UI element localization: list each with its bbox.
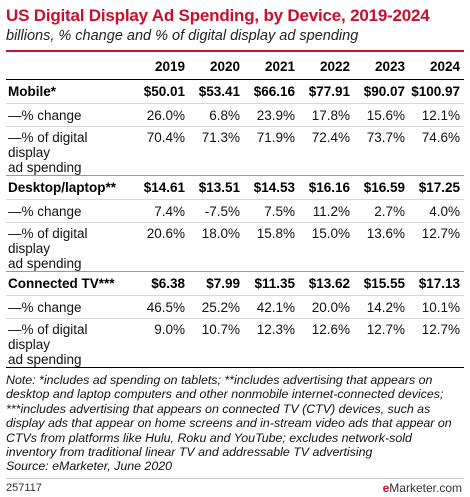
row-label: —% of digital display ad spending — [6, 126, 134, 176]
column-header: 2019 — [134, 52, 189, 80]
row-label-line: ad spending — [8, 160, 82, 175]
row-label-line: —% of digital display — [8, 322, 88, 352]
table-cell: 18.0% — [189, 222, 244, 272]
row-label: —% change — [6, 295, 134, 319]
table-cell: $14.61 — [134, 175, 189, 200]
row-label: —% of digital display ad spending — [6, 222, 134, 272]
table-cell: 12.7% — [409, 318, 464, 367]
table-cell: 46.5% — [134, 295, 189, 319]
table-row: Desktop/laptop** $14.61 $13.51 $14.53 $16.16… — [6, 175, 464, 200]
table-cell: 10.7% — [189, 318, 244, 367]
table-cell: 15.8% — [244, 222, 299, 272]
table-row: Connected TV*** $6.38 $7.99 $11.35 $13.62 $15… — [6, 271, 464, 296]
table-cell: 2.7% — [354, 199, 409, 223]
table-cell: -7.5% — [189, 199, 244, 223]
row-label-line: ad spending — [8, 256, 82, 271]
table-cell: $16.16 — [299, 175, 354, 200]
table-cell: $6.38 — [134, 271, 189, 296]
table-cell: $17.25 — [409, 175, 464, 200]
table-cell: $13.62 — [299, 271, 354, 296]
column-header: 2023 — [354, 52, 409, 80]
table-cell: 9.0% — [134, 318, 189, 367]
table-cell: $66.16 — [244, 79, 299, 104]
table-cell: $100.97 — [409, 79, 464, 104]
table-cell: 72.4% — [299, 126, 354, 176]
table-cell: 26.0% — [134, 103, 189, 127]
chart-source: Source: eMarketer, June 2020 — [6, 459, 172, 474]
chart-title: US Digital Display Ad Spending, by Devic… — [6, 6, 430, 25]
table-row: —% of digital display ad spending 9.0% 10.7… — [6, 318, 464, 367]
table-row: —% change 26.0% 6.8% 23.9% 17.8% 15.6% 12.1% — [6, 103, 464, 127]
table-cell: 12.6% — [299, 318, 354, 367]
table-cell: $15.55 — [354, 271, 409, 296]
table-cell: 42.1% — [244, 295, 299, 319]
row-label: Mobile* — [6, 79, 134, 104]
row-label: —% change — [6, 103, 134, 127]
row-label: Desktop/laptop** — [6, 175, 134, 200]
row-label: —% change — [6, 199, 134, 223]
header-corner — [6, 52, 134, 80]
table-cell: 23.9% — [244, 103, 299, 127]
table-cell: 14.2% — [354, 295, 409, 319]
table-cell: 15.6% — [354, 103, 409, 127]
table-cell: $50.01 — [134, 79, 189, 104]
table-cell: $11.35 — [244, 271, 299, 296]
emarketer-logo[interactable]: eMarketer.com — [382, 480, 462, 495]
table-row: —% change 46.5% 25.2% 42.1% 20.0% 14.2% 10.1% — [6, 295, 464, 319]
table-cell: 6.8% — [189, 103, 244, 127]
chart-page: US Digital Display Ad Spending, by Devic… — [6, 6, 464, 495]
table-cell: $13.51 — [189, 175, 244, 200]
table-cell: 15.0% — [299, 222, 354, 272]
table-row: —% of digital display ad spending 70.4% 71.… — [6, 126, 464, 176]
chart-id: 257117 — [6, 481, 42, 494]
table-cell: 12.1% — [409, 103, 464, 127]
table-cell: $77.91 — [299, 79, 354, 104]
chart-footer: 257117 eMarketer.com — [6, 477, 464, 497]
row-label: Connected TV*** — [6, 271, 134, 296]
table-cell: 10.1% — [409, 295, 464, 319]
table-cell: $53.41 — [189, 79, 244, 104]
header-row: 2019 2020 2021 2022 2023 2024 — [6, 52, 464, 80]
data-table: 2019 2020 2021 2022 2023 2024 Mobile* $50… — [6, 52, 464, 367]
row-label: —% of digital display ad spending — [6, 318, 134, 367]
table-cell: 73.7% — [354, 126, 409, 176]
table-cell: 4.0% — [409, 199, 464, 223]
column-header: 2021 — [244, 52, 299, 80]
table-bottom-rule — [6, 367, 464, 368]
table-cell: 11.2% — [299, 199, 354, 223]
table-cell: 71.9% — [244, 126, 299, 176]
table-cell: 7.5% — [244, 199, 299, 223]
table-cell: $16.59 — [354, 175, 409, 200]
chart-note: Note: *includes ad spending on tablets; … — [6, 373, 452, 460]
column-header: 2024 — [409, 52, 464, 80]
chart-subtitle: billions, % change and % of digital disp… — [6, 28, 359, 44]
table-cell: $14.53 — [244, 175, 299, 200]
row-label-line: —% of digital display — [8, 130, 88, 160]
table-cell: 25.2% — [189, 295, 244, 319]
table-cell: 7.4% — [134, 199, 189, 223]
table-cell: 12.7% — [354, 318, 409, 367]
row-label-line: —% of digital display — [8, 226, 88, 256]
table-cell: 17.8% — [299, 103, 354, 127]
table-cell: $7.99 — [189, 271, 244, 296]
table-cell: 12.7% — [409, 222, 464, 272]
row-label-line: ad spending — [8, 352, 82, 367]
table-cell: 74.6% — [409, 126, 464, 176]
table-cell: 13.6% — [354, 222, 409, 272]
column-header: 2022 — [299, 52, 354, 80]
column-header: 2020 — [189, 52, 244, 80]
table-cell: $17.13 — [409, 271, 464, 296]
table-cell: 71.3% — [189, 126, 244, 176]
table-cell: 12.3% — [244, 318, 299, 367]
table-row: —% of digital display ad spending 20.6% 18.… — [6, 222, 464, 272]
table-row: —% change 7.4% -7.5% 7.5% 11.2% 2.7% 4.0% — [6, 199, 464, 223]
table-cell: 20.6% — [134, 222, 189, 272]
table-cell: 70.4% — [134, 126, 189, 176]
title-rule — [6, 50, 464, 52]
table-cell: 20.0% — [299, 295, 354, 319]
table-row: Mobile* $50.01 $53.41 $66.16 $77.91 $90.07 $10… — [6, 79, 464, 104]
table-cell: $90.07 — [354, 79, 409, 104]
